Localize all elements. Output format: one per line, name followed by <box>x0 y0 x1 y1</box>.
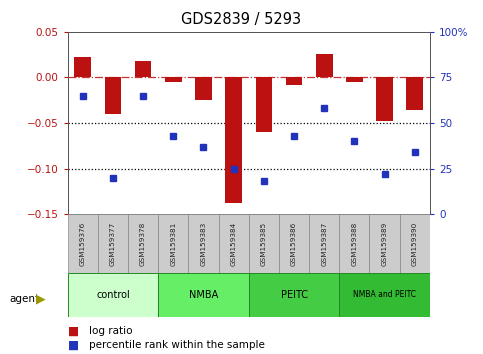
Text: GSM159386: GSM159386 <box>291 221 297 266</box>
Bar <box>339 273 430 317</box>
Text: GSM159389: GSM159389 <box>382 221 387 266</box>
Text: percentile rank within the sample: percentile rank within the sample <box>89 340 265 350</box>
Text: ■: ■ <box>68 339 79 352</box>
Bar <box>339 214 369 273</box>
Bar <box>316 54 332 78</box>
Bar <box>68 273 158 317</box>
Bar <box>249 214 279 273</box>
Bar <box>286 78 302 85</box>
Text: GSM159377: GSM159377 <box>110 221 116 266</box>
Bar <box>226 78 242 203</box>
Bar <box>68 214 98 273</box>
Text: NMBA: NMBA <box>189 290 218 300</box>
Bar <box>195 78 212 100</box>
Bar <box>400 214 430 273</box>
Text: log ratio: log ratio <box>89 326 133 336</box>
Bar <box>219 214 249 273</box>
Bar <box>135 61 151 78</box>
Bar <box>256 78 272 132</box>
Bar <box>346 78 363 82</box>
Text: GSM159390: GSM159390 <box>412 221 418 266</box>
Text: GSM159381: GSM159381 <box>170 221 176 266</box>
Text: PEITC: PEITC <box>281 290 308 300</box>
Bar <box>158 273 249 317</box>
Text: control: control <box>96 290 130 300</box>
Text: GSM159384: GSM159384 <box>231 221 237 266</box>
Text: GSM159387: GSM159387 <box>321 221 327 266</box>
Bar <box>369 214 400 273</box>
Text: GSM159376: GSM159376 <box>80 221 85 266</box>
Text: GSM159383: GSM159383 <box>200 221 206 266</box>
Bar <box>407 78 423 110</box>
Bar <box>158 214 188 273</box>
Text: GDS2839 / 5293: GDS2839 / 5293 <box>182 12 301 27</box>
Bar <box>98 214 128 273</box>
Text: agent: agent <box>10 294 40 304</box>
Bar <box>188 214 219 273</box>
Text: GSM159378: GSM159378 <box>140 221 146 266</box>
Bar <box>309 214 339 273</box>
Text: NMBA and PEITC: NMBA and PEITC <box>353 290 416 299</box>
Bar <box>128 214 158 273</box>
Bar <box>105 78 121 114</box>
Text: GSM159385: GSM159385 <box>261 221 267 266</box>
Bar <box>165 78 182 82</box>
Bar <box>376 78 393 121</box>
Bar <box>279 214 309 273</box>
Bar <box>249 273 339 317</box>
Text: GSM159388: GSM159388 <box>352 221 357 266</box>
Bar <box>74 57 91 78</box>
Text: ▶: ▶ <box>36 292 46 305</box>
Text: ■: ■ <box>68 325 79 337</box>
